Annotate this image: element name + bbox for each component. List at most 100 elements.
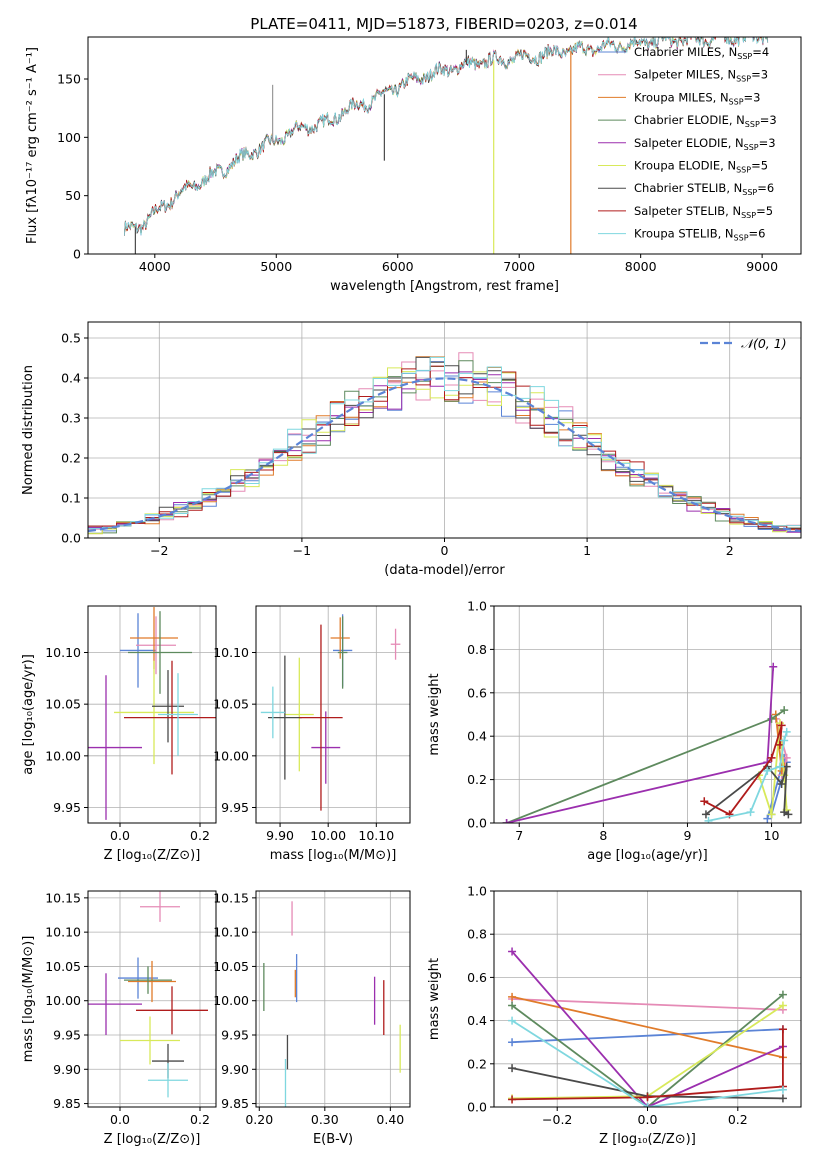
y-tick-label: 10.05 <box>213 959 249 974</box>
y-tick-label: 10.10 <box>45 925 81 940</box>
x-axis-label: Z [log₁₀(Z/Z⊙)] <box>599 1132 696 1147</box>
y-tick-label: 9.95 <box>221 800 249 815</box>
y-tick-label: 9.95 <box>221 1028 249 1043</box>
y-tick-label: 1.0 <box>467 599 487 614</box>
errorbar-point <box>124 660 216 775</box>
plot-area-weight-vs-age <box>502 662 793 823</box>
errorbar-point <box>299 624 343 811</box>
x-tick-label: 0.2 <box>190 828 210 843</box>
errorbar-point <box>120 1016 180 1065</box>
weight-line <box>511 950 784 1107</box>
errorbar-point <box>390 628 401 660</box>
errorbar-point <box>148 1063 188 1098</box>
errorbar-point <box>330 617 350 659</box>
weight-marker <box>778 1085 787 1094</box>
weight-marker <box>508 1064 517 1073</box>
y-tick-label: 50 <box>65 188 81 203</box>
axes-frame <box>87 890 217 1108</box>
errorbar-point <box>118 957 158 999</box>
x-tick-label: 0.2 <box>190 1112 210 1127</box>
legend-label: Kroupa STELIB, NSSP=6 <box>634 227 765 243</box>
weight-marker <box>508 1016 517 1025</box>
y-tick-label: 10.00 <box>213 993 249 1008</box>
gridlines <box>256 891 410 1107</box>
y-tick-label: 0.6 <box>467 685 487 700</box>
x-tick-label: 7 <box>515 828 523 843</box>
x-axis-label: E(B-V) <box>313 1132 353 1147</box>
weight-line <box>511 994 784 1107</box>
axes-frame <box>87 321 802 539</box>
x-tick-label: 0.0 <box>110 828 130 843</box>
weight-marker <box>763 766 772 775</box>
axes-frame <box>87 36 802 255</box>
legend-label: Kroupa MILES, NSSP=3 <box>634 90 760 106</box>
legend-label: Chabrier MILES, NSSP=4 <box>634 45 769 61</box>
x-tick-label: 10.00 <box>310 828 346 843</box>
errorbar-point <box>136 986 208 1035</box>
weight-line <box>506 709 785 823</box>
legend-label: Salpeter MILES, NSSP=3 <box>634 68 768 84</box>
weight-marker <box>701 810 710 819</box>
errorbar-point <box>88 973 142 1035</box>
weight-marker <box>502 819 511 823</box>
weight-marker <box>782 762 791 771</box>
x-tick-label: 9.90 <box>266 828 294 843</box>
axes-frame <box>493 890 802 1108</box>
weight-marker <box>763 814 772 823</box>
x-tick-label: 0.40 <box>376 1112 404 1127</box>
y-tick-label: 1.0 <box>467 884 487 899</box>
plot-area-age-vs-Z <box>88 607 216 820</box>
y-tick-label: 100 <box>57 130 81 145</box>
y-tick-label: 0.8 <box>467 642 487 657</box>
legend-label: Salpeter STELIB, NSSP=5 <box>634 204 773 220</box>
y-tick-label: 0.2 <box>61 451 81 466</box>
y-tick-label: 0.0 <box>467 816 487 831</box>
weight-marker <box>508 1095 517 1104</box>
spectrum-legend: Chabrier MILES, NSSP=4 Salpeter MILES, NS… <box>598 45 777 243</box>
legend-label: Kroupa ELODIE, NSSP=5 <box>634 159 768 175</box>
y-axis-label: age [log₁₀(age/yr)] <box>21 654 36 775</box>
x-axis-label: wavelength [Angstrom, rest frame] <box>330 279 559 294</box>
weight-line <box>506 666 775 823</box>
weight-marker <box>778 990 787 999</box>
y-axis-label: mass weight <box>427 673 442 755</box>
weight-marker <box>769 662 778 671</box>
axes-spectrum: 4000 5000 6000 7000 8000 9000 0 50 100 150 wavelen… <box>25 36 802 294</box>
y-tick-label: 10.05 <box>45 959 81 974</box>
weight-marker <box>643 1093 652 1102</box>
figure-title: PLATE=0411, MJD=51873, FIBERID=0203, z=0… <box>250 15 637 33</box>
y-axis-label: Flux [fλ10⁻¹⁷ erg cm⁻² s⁻¹ A⁻¹] <box>25 47 40 244</box>
weight-line <box>511 995 784 1059</box>
axes-frame <box>493 605 802 824</box>
y-axis-label: Normed distribution <box>21 365 36 495</box>
weight-marker <box>777 779 786 788</box>
y-tick-label: 0.4 <box>467 1013 487 1028</box>
plot-area-weight-vs-Z <box>508 947 787 1107</box>
weight-marker <box>508 992 517 1001</box>
errorbar-point <box>311 711 341 784</box>
errorbar-point <box>140 891 180 922</box>
y-tick-label: 9.95 <box>53 800 81 815</box>
y-tick-label: 10.00 <box>45 993 81 1008</box>
x-tick-label: 0.0 <box>638 1112 658 1127</box>
weight-marker <box>643 1103 652 1107</box>
y-tick-label: 10.00 <box>213 748 249 763</box>
x-tick-label: 5000 <box>260 259 292 274</box>
weight-marker <box>746 808 755 817</box>
errorbar-point <box>120 613 156 688</box>
errorbar-point <box>128 611 192 694</box>
x-tick-label: 0.0 <box>110 1112 130 1127</box>
y-tick-label: 9.85 <box>53 1096 81 1111</box>
x-axis-label: mass [log₁₀(M/M⊙)] <box>270 848 397 863</box>
weight-marker <box>780 706 789 715</box>
axes-age-vs-Z: 0.0 0.2 9.95 10.00 10.05 10.10 Z [log₁₀(Z/Z⊙)]… <box>21 605 217 863</box>
x-tick-label: 10 <box>764 828 780 843</box>
errorbar-point <box>136 616 176 675</box>
weight-marker <box>767 810 776 819</box>
legend-label: Chabrier STELIB, NSSP=6 <box>634 181 774 197</box>
weight-marker <box>780 808 789 817</box>
errorbar-point <box>337 616 348 689</box>
plot-area-residuals <box>88 352 801 535</box>
gridlines <box>88 891 216 1107</box>
